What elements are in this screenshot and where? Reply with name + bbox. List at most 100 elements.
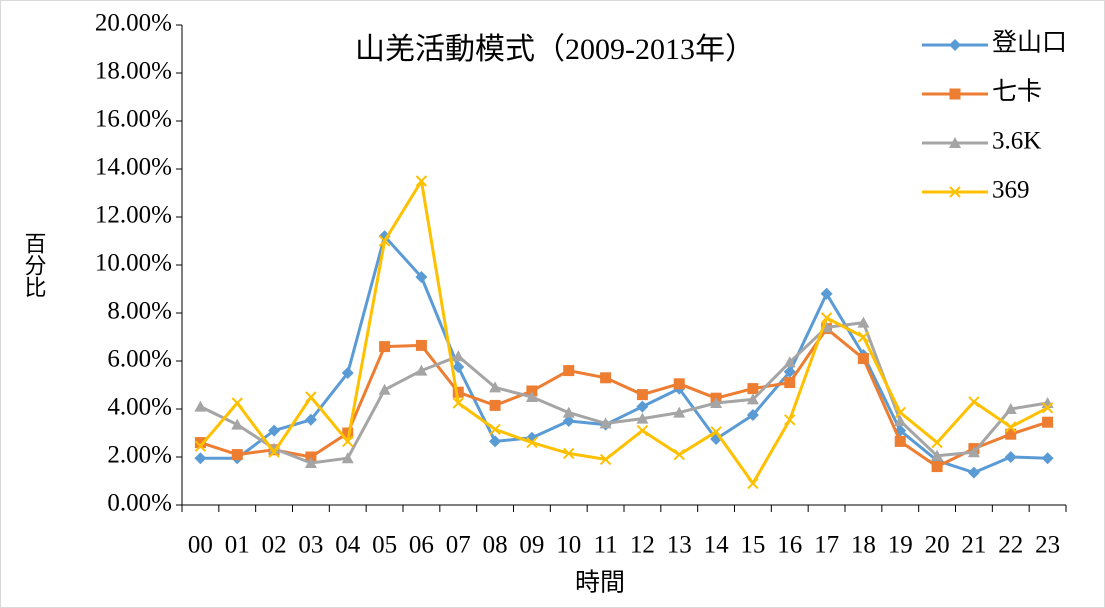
x-tick-label: 08 — [483, 532, 508, 559]
legend-marker — [949, 88, 961, 100]
y-tick-label: 14.00% — [95, 154, 172, 181]
data-point — [452, 350, 465, 362]
data-point — [525, 391, 538, 402]
data-point — [599, 417, 612, 429]
x-tick-label: 05 — [372, 532, 397, 559]
data-point — [489, 435, 502, 448]
series-line — [199, 179, 1049, 485]
data-point — [268, 446, 280, 458]
data-point — [268, 442, 281, 454]
y-tick-label: 0.00% — [107, 490, 172, 517]
data-point — [304, 457, 317, 468]
x-tick-label: 12 — [630, 532, 655, 559]
y-tick-label: 4.00% — [107, 394, 172, 421]
data-point — [673, 406, 686, 418]
data-point — [636, 389, 648, 401]
data-point — [857, 331, 870, 343]
data-point — [931, 436, 943, 449]
data-point — [1004, 403, 1017, 414]
y-tick-label: 20.00% — [95, 10, 172, 37]
data-point — [894, 435, 906, 447]
legend-label: 七卡 — [992, 78, 1042, 106]
data-point — [1042, 416, 1054, 428]
data-point — [231, 418, 244, 430]
data-point — [967, 466, 980, 479]
x-tick-label: 13 — [667, 532, 692, 559]
data-point — [341, 452, 354, 464]
data-point — [342, 427, 354, 439]
data-point — [783, 356, 796, 368]
data-point — [673, 378, 685, 390]
x-tick-label: 20 — [925, 532, 950, 559]
data-point — [710, 426, 722, 438]
data-point — [415, 175, 428, 187]
series-line — [199, 321, 1048, 465]
legend-label: 登山口 — [992, 29, 1067, 57]
data-point — [784, 377, 796, 389]
data-point — [378, 235, 391, 247]
data-point — [931, 449, 944, 461]
data-point — [857, 316, 870, 328]
data-point — [415, 339, 427, 351]
data-point — [857, 353, 869, 365]
legend-marker — [949, 186, 961, 198]
data-point — [341, 367, 354, 379]
data-point — [342, 435, 354, 448]
x-tick-label: 06 — [409, 532, 434, 559]
data-point — [231, 397, 243, 409]
x-tick-label: 16 — [777, 532, 802, 559]
data-point — [562, 415, 575, 427]
data-point — [489, 423, 501, 436]
data-point — [636, 412, 649, 424]
y-tick-label: 2.00% — [107, 442, 172, 469]
data-point — [673, 448, 685, 461]
x-tick-label: 07 — [446, 532, 471, 559]
data-point — [304, 413, 317, 426]
data-point — [194, 452, 207, 465]
data-point — [820, 312, 833, 324]
data-point — [784, 414, 796, 426]
legend-marker — [949, 137, 961, 148]
y-tick-label: 18.00% — [95, 58, 172, 85]
data-point — [968, 396, 980, 408]
series-line — [199, 327, 1049, 469]
x-tick-label: 11 — [594, 532, 618, 559]
y-tick-label: 6.00% — [107, 346, 172, 373]
data-point — [894, 406, 906, 419]
data-point — [378, 383, 391, 395]
x-tick-label: 23 — [1035, 532, 1060, 559]
data-point — [636, 424, 649, 437]
chart-title: 山羌活動模式（2009-2013年） — [355, 33, 755, 66]
data-point — [600, 372, 612, 384]
data-point — [1041, 402, 1054, 414]
data-point — [746, 393, 759, 405]
y-axis-label: 百分比 — [22, 232, 47, 298]
x-tick-label: 21 — [961, 532, 986, 559]
legend-label: 3.6K — [992, 128, 1041, 155]
data-point — [747, 383, 759, 395]
x-tick-label: 09 — [519, 532, 544, 559]
x-tick-label: 02 — [262, 532, 287, 559]
data-point — [783, 365, 796, 378]
x-tick-label: 10 — [556, 532, 581, 559]
data-point — [747, 477, 759, 490]
data-point — [489, 399, 501, 411]
data-point — [636, 400, 649, 413]
data-point — [452, 397, 464, 409]
data-point — [268, 424, 281, 437]
x-tick-label: 04 — [335, 532, 361, 559]
data-point — [1005, 421, 1017, 433]
data-point — [1004, 451, 1017, 463]
x-tick-label: 03 — [298, 532, 323, 559]
series-line — [200, 234, 1048, 475]
x-tick-label: 18 — [851, 532, 876, 559]
data-point — [746, 409, 759, 421]
data-point — [194, 437, 206, 449]
data-point — [231, 449, 243, 461]
data-point — [452, 386, 464, 398]
data-point — [452, 361, 465, 373]
x-axis-label: 時間 — [575, 569, 625, 597]
data-point — [820, 287, 833, 300]
data-point — [563, 447, 575, 460]
